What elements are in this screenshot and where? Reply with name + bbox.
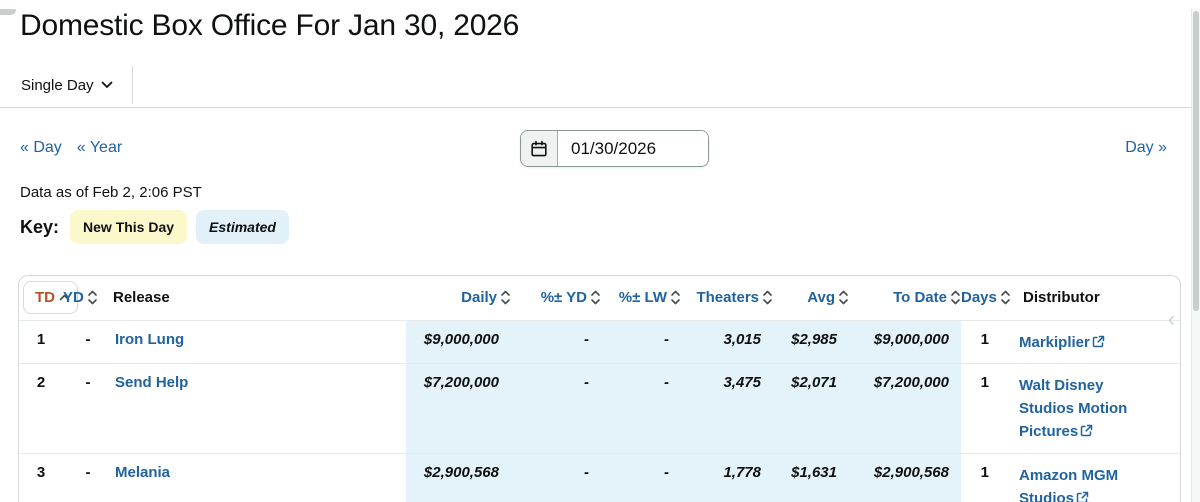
page-corner-artifact	[0, 9, 16, 15]
cell-yd-rank: -	[63, 363, 113, 453]
key-new-this-day-chip: New This Day	[70, 210, 187, 244]
scrollbar-thumb[interactable]	[1193, 11, 1199, 311]
chevron-down-icon	[101, 81, 113, 89]
cell-pct-lw: -	[601, 320, 681, 363]
box-office-table: TD YD Release Daily %± YD	[18, 275, 1181, 502]
sort-updown-icon	[762, 290, 773, 305]
cell-avg: $2,071	[773, 363, 849, 453]
date-picker	[520, 130, 709, 167]
tab-divider	[132, 66, 133, 104]
cell-yd-rank: -	[63, 453, 113, 502]
cell-days: 1	[961, 453, 1001, 502]
calendar-icon	[530, 140, 548, 158]
release-link[interactable]: Iron Lung	[115, 331, 184, 348]
distributor-link[interactable]: Markiplier	[1019, 331, 1105, 354]
table-row: 2 - Send Help $7,200,000 - - 3,475 $2,07…	[19, 363, 1180, 453]
cell-theaters: 3,475	[681, 363, 773, 453]
calendar-button[interactable]	[521, 131, 558, 166]
distributor-link[interactable]: Walt Disney Studios Motion Pictures	[1019, 374, 1151, 444]
sort-updown-icon	[500, 290, 511, 305]
cell-daily: $2,900,568	[406, 453, 511, 502]
cell-daily: $7,200,000	[406, 363, 511, 453]
column-header-distributor: Distributor	[1001, 276, 1180, 320]
date-navigation: « Day « Year Day »	[0, 129, 1200, 167]
data-as-of-text: Data as of Feb 2, 2:06 PST	[20, 184, 1200, 201]
column-header-to-date[interactable]: To Date	[849, 276, 961, 320]
cell-theaters: 3,015	[681, 320, 773, 363]
cell-release: Iron Lung	[113, 320, 406, 363]
sort-updown-icon	[1000, 290, 1011, 305]
column-header-days[interactable]: Days	[961, 276, 1001, 320]
sort-updown-icon	[670, 290, 681, 305]
cell-pct-lw: -	[601, 363, 681, 453]
cell-daily: $9,000,000	[406, 320, 511, 363]
cell-distributor: Markiplier	[1001, 320, 1180, 363]
view-selector-single-day[interactable]: Single Day	[0, 63, 132, 107]
column-header-pct-lw[interactable]: %± LW	[601, 276, 681, 320]
column-header-theaters[interactable]: Theaters	[681, 276, 773, 320]
external-link-icon	[1080, 424, 1093, 437]
external-link-icon	[1076, 491, 1089, 502]
cell-to-date: $9,000,000	[849, 320, 961, 363]
cell-avg: $2,985	[773, 320, 849, 363]
distributor-link[interactable]: Amazon MGM Studios	[1019, 464, 1151, 502]
sort-updown-icon	[838, 290, 849, 305]
cell-theaters: 1,778	[681, 453, 773, 502]
view-tab-bar: Single Day	[0, 63, 1200, 108]
column-header-pct-yd[interactable]: %± YD	[511, 276, 601, 320]
sort-updown-icon	[590, 290, 601, 305]
date-input[interactable]	[558, 131, 708, 166]
column-header-avg[interactable]: Avg	[773, 276, 849, 320]
cell-yd-rank: -	[63, 320, 113, 363]
page-title: Domestic Box Office For Jan 30, 2026	[20, 9, 1200, 43]
cell-distributor: Amazon MGM Studios	[1001, 453, 1180, 502]
view-selector-label: Single Day	[21, 77, 94, 94]
cell-td-rank: 2	[19, 363, 63, 453]
cell-to-date: $2,900,568	[849, 453, 961, 502]
legend-key: Key: New This Day Estimated	[20, 210, 1200, 244]
table-header-row: TD YD Release Daily %± YD	[19, 276, 1180, 320]
table-row: 1 - Iron Lung $9,000,000 - - 3,015 $2,98…	[19, 320, 1180, 363]
column-header-daily[interactable]: Daily	[406, 276, 511, 320]
prev-day-link[interactable]: « Day	[20, 139, 62, 157]
cell-to-date: $7,200,000	[849, 363, 961, 453]
sort-updown-icon	[87, 290, 98, 305]
cell-pct-yd: -	[511, 320, 601, 363]
key-label: Key:	[20, 217, 59, 238]
cell-distributor: Walt Disney Studios Motion Pictures	[1001, 363, 1180, 453]
release-link[interactable]: Melania	[115, 464, 170, 481]
cell-release: Melania	[113, 453, 406, 502]
table-scroll-left-hint-icon: ‹	[1168, 309, 1175, 330]
page-scrollbar[interactable]	[1191, 9, 1200, 502]
prev-year-link[interactable]: « Year	[77, 139, 122, 157]
cell-release: Send Help	[113, 363, 406, 453]
column-header-release: Release	[113, 276, 406, 320]
cell-td-rank: 3	[19, 453, 63, 502]
key-estimated-chip: Estimated	[196, 210, 289, 244]
sort-updown-icon	[950, 290, 961, 305]
cell-td-rank: 1	[19, 320, 63, 363]
column-header-td[interactable]: TD	[19, 276, 63, 320]
external-link-icon	[1092, 335, 1105, 348]
cell-days: 1	[961, 320, 1001, 363]
cell-days: 1	[961, 363, 1001, 453]
cell-avg: $1,631	[773, 453, 849, 502]
cell-pct-yd: -	[511, 363, 601, 453]
next-day-link[interactable]: Day »	[1125, 139, 1167, 157]
table-row: 3 - Melania $2,900,568 - - 1,778 $1,631 …	[19, 453, 1180, 502]
cell-pct-lw: -	[601, 453, 681, 502]
cell-pct-yd: -	[511, 453, 601, 502]
release-link[interactable]: Send Help	[115, 374, 188, 391]
